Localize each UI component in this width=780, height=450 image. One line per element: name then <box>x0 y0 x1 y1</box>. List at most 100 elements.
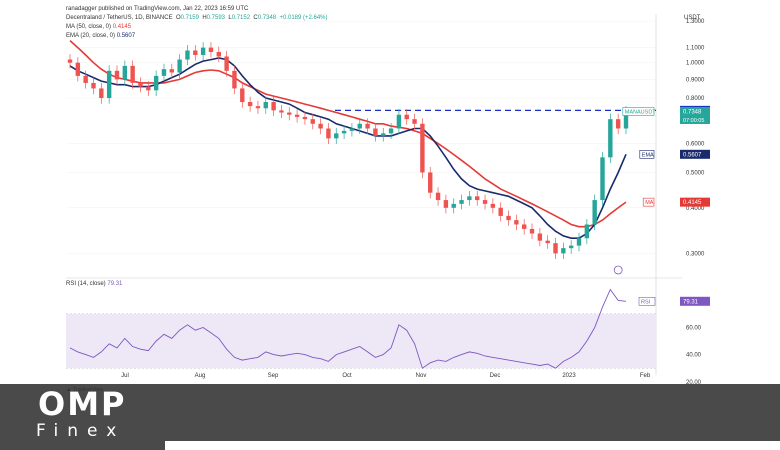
rsi-legend[interactable]: RSI (14, close) 79.31 <box>66 281 122 287</box>
candle-body[interactable] <box>435 192 441 201</box>
candle-body[interactable] <box>428 172 433 193</box>
candle-body[interactable] <box>232 70 237 89</box>
candle-body[interactable] <box>279 110 284 113</box>
candle-body[interactable] <box>529 228 535 234</box>
candle-body[interactable] <box>263 102 268 109</box>
price-label-name: MA <box>645 200 654 206</box>
candle-body[interactable] <box>482 200 488 204</box>
candle-body[interactable] <box>177 59 182 73</box>
candle-body[interactable] <box>349 128 355 131</box>
candle-body[interactable] <box>514 220 519 225</box>
candle-body[interactable] <box>388 128 394 134</box>
candle-body[interactable] <box>467 196 472 201</box>
candle-body[interactable] <box>161 69 167 76</box>
x-tick-label: Nov <box>416 373 427 379</box>
svg-text:RSI: RSI <box>641 299 651 305</box>
ohlc-change: +0.0189 (+2.64%) <box>279 15 328 21</box>
candle-body[interactable] <box>600 157 605 201</box>
candle-body[interactable] <box>302 116 308 120</box>
ma-legend-label: MA (50, close, 0) <box>66 24 112 30</box>
candle-body[interactable] <box>224 56 229 71</box>
rsi-tick-label: 60.00 <box>686 326 702 332</box>
candle-body[interactable] <box>537 233 543 241</box>
candle-body[interactable] <box>138 82 143 87</box>
candle-body[interactable] <box>75 62 81 76</box>
x-tick-label: Feb <box>640 373 651 379</box>
candle-body[interactable] <box>216 51 221 57</box>
candle-body[interactable] <box>615 119 621 129</box>
candle-body[interactable] <box>99 88 104 99</box>
candle-body[interactable] <box>451 203 456 208</box>
candle-body[interactable] <box>334 133 339 139</box>
candle-body[interactable] <box>521 224 527 229</box>
candle-body[interactable] <box>592 200 597 225</box>
candle-body[interactable] <box>443 200 449 208</box>
candle-body[interactable] <box>357 123 362 129</box>
candle-body[interactable] <box>608 119 613 158</box>
ema-20-line[interactable] <box>69 57 627 239</box>
candle-body[interactable] <box>568 245 574 249</box>
candle-body[interactable] <box>584 224 590 239</box>
ohlc-high-label: H <box>202 15 207 21</box>
rsi-value-label: RSI 79.31 <box>638 296 710 306</box>
candle-body[interactable] <box>561 248 566 254</box>
candle-body[interactable] <box>240 88 245 103</box>
candle-body[interactable] <box>545 240 550 244</box>
candle-body[interactable] <box>341 130 347 134</box>
candle-body[interactable] <box>623 111 629 129</box>
ma-legend[interactable]: MA (50, close, 0) 0.4145 <box>66 24 131 30</box>
ema-legend[interactable]: EMA (20, close, 0) 0.5607 <box>66 33 135 39</box>
candle-body[interactable] <box>130 65 135 83</box>
symbol-name: Decentraland / TetherUS, 1D, BINANCE <box>66 15 173 21</box>
candle-body[interactable] <box>122 65 128 80</box>
candle-body[interactable] <box>106 70 112 99</box>
candle-body[interactable] <box>490 203 496 208</box>
ma-50-line[interactable] <box>69 40 627 228</box>
candle-body[interactable] <box>146 86 151 91</box>
candle-body[interactable] <box>185 50 190 60</box>
candle-body[interactable] <box>271 102 276 111</box>
event-marker-icon[interactable] <box>613 265 623 275</box>
rsi-line[interactable] <box>69 288 627 369</box>
candle-body[interactable] <box>373 128 378 136</box>
candle-body[interactable] <box>404 114 409 120</box>
candle-body[interactable] <box>475 196 480 201</box>
candle-body[interactable] <box>153 75 159 91</box>
candle-body[interactable] <box>208 47 214 52</box>
candle-body[interactable] <box>294 114 300 117</box>
candle-body[interactable] <box>420 123 425 173</box>
candle-body[interactable] <box>200 47 206 55</box>
candle-body[interactable] <box>498 207 503 216</box>
candle-body[interactable] <box>169 69 175 73</box>
candle-body[interactable] <box>193 50 198 55</box>
candle-body[interactable] <box>318 123 323 129</box>
candle-body[interactable] <box>412 119 417 124</box>
candle-body[interactable] <box>326 128 331 139</box>
candle-body[interactable] <box>310 119 315 124</box>
candle-body[interactable] <box>247 102 253 107</box>
candle-body[interactable] <box>83 75 88 83</box>
candle-body[interactable] <box>553 243 558 254</box>
candle-body[interactable] <box>396 114 402 129</box>
price-tick-label: 1.0000 <box>686 61 705 67</box>
currency-label: USDT <box>684 15 701 21</box>
candle-body[interactable] <box>506 215 511 221</box>
ohlc-low-label: L <box>228 15 232 21</box>
rsi-tick-label: 20.00 <box>686 380 702 386</box>
x-tick-label: Dec <box>490 373 501 379</box>
candle-body[interactable] <box>459 200 464 204</box>
candle-body[interactable] <box>114 70 120 80</box>
price-tick-label: 0.5000 <box>686 170 705 176</box>
candle-body[interactable] <box>576 238 582 246</box>
candle-body[interactable] <box>255 106 261 109</box>
ohlc-open-label: O <box>175 15 181 21</box>
candle-body[interactable] <box>287 112 292 115</box>
omp-logo: OMP <box>38 385 127 423</box>
candle-body[interactable] <box>67 59 73 63</box>
price-label-name: EMA <box>642 152 654 158</box>
candle-body[interactable] <box>381 133 386 136</box>
candle-body[interactable] <box>91 82 96 89</box>
ema-legend-value: 0.5607 <box>116 33 136 39</box>
candle-body[interactable] <box>365 123 370 129</box>
